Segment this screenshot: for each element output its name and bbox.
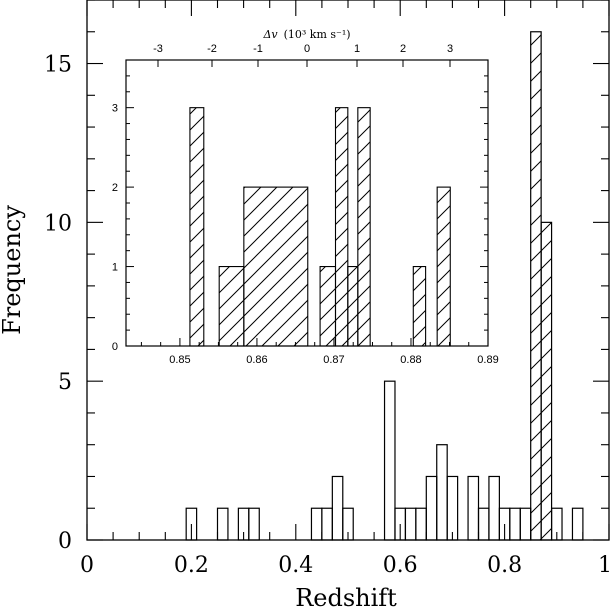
main-bar <box>415 507 427 541</box>
y-tick-label: 5 <box>58 370 72 395</box>
inset-bar <box>436 186 451 347</box>
inset-y-tick-label: 0 <box>112 341 118 353</box>
inset-bar <box>243 186 309 347</box>
x-tick-label: 0.6 <box>383 553 418 578</box>
inset-top-tick-label: 0 <box>304 43 310 55</box>
inset-y-tick-label: 1 <box>112 262 118 274</box>
x-tick-label: 1 <box>598 553 612 578</box>
inset-bar <box>218 266 245 347</box>
main-bar <box>404 507 417 541</box>
y-tick-label: 10 <box>44 211 72 236</box>
main-bar <box>477 507 490 541</box>
x-tick-label: 0.2 <box>174 553 209 578</box>
inset-bar <box>347 266 359 347</box>
inset-bar <box>357 107 371 347</box>
x-tick-label: 0.8 <box>487 553 522 578</box>
inset-top-tick-label: 1 <box>354 43 360 55</box>
main-bar <box>425 475 438 541</box>
inset-x-tick-label: 0.87 <box>323 354 344 366</box>
main-bar <box>467 475 480 541</box>
main-bar <box>248 507 260 541</box>
y-tick-label: 15 <box>44 53 72 78</box>
inset-bar <box>319 266 337 347</box>
inset-x-tick-label: 0.86 <box>246 354 267 366</box>
main-bar <box>540 221 553 541</box>
x-axis-label: Redshift <box>295 584 397 608</box>
inset-bar <box>412 266 427 347</box>
main-bar <box>571 507 584 541</box>
main-bar <box>383 380 396 541</box>
inset-x-tick-label: 0.89 <box>477 354 498 366</box>
main-bar <box>331 475 344 541</box>
main-plot-frame <box>86 0 610 541</box>
inset-histogram-bars <box>189 107 451 347</box>
main-bar <box>519 507 532 541</box>
inset-top-tick-label: 2 <box>400 43 406 55</box>
delta-v-units: (10³ km s⁻¹) <box>284 28 351 41</box>
main-bar <box>321 507 333 541</box>
main-bar <box>530 31 542 541</box>
inset-top-tick-label: 3 <box>447 43 453 55</box>
x-tick-label: 0.4 <box>278 553 313 578</box>
inset-plot-frame <box>125 59 489 347</box>
inset-bar <box>189 107 205 347</box>
inset-x-tick-label: 0.88 <box>400 354 421 366</box>
inset-bar <box>334 107 349 347</box>
main-bar <box>216 507 229 541</box>
y-axis-label: Frequency <box>0 205 26 335</box>
inset-x-tick-label: 0.85 <box>169 354 190 366</box>
inset-y-tick-label: 3 <box>112 103 118 115</box>
delta-v-symbol: Δv <box>262 28 278 41</box>
main-bar <box>488 475 500 541</box>
main-bar <box>310 507 323 541</box>
x-tick-label: 0 <box>80 553 94 578</box>
main-bar <box>446 475 459 541</box>
main-bar <box>509 507 521 541</box>
inset-y-tick-label: 2 <box>112 182 118 194</box>
inset-top-tick-label: -1 <box>253 43 263 55</box>
inset-tick-labels: 0.85 0.86 0.87 0.88 0.89 0 1 2 3 -3 -2 -1 0 1 2 3 <box>112 43 499 366</box>
inset-top-tick-label: -3 <box>153 43 163 55</box>
y-tick-label: 0 <box>58 529 72 554</box>
inset-top-tick-label: -2 <box>207 43 217 55</box>
main-bar <box>436 444 448 541</box>
inset-top-axis-label: Δv (10³ km s⁻¹) <box>262 28 350 41</box>
